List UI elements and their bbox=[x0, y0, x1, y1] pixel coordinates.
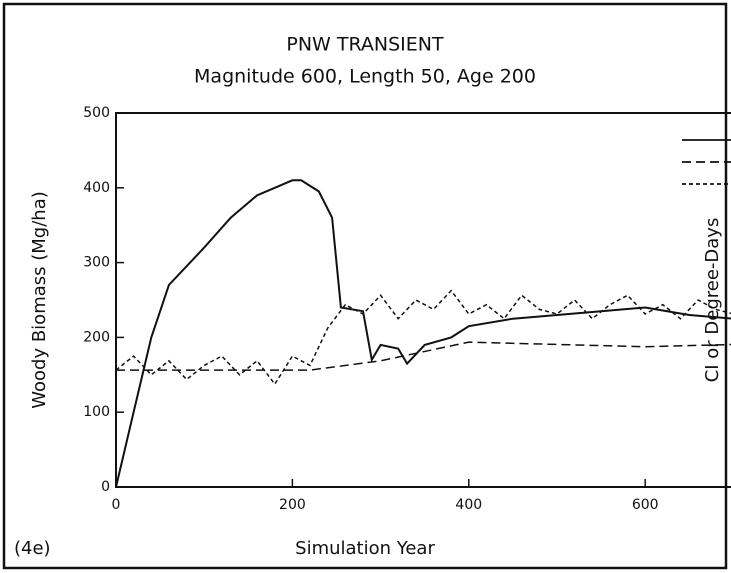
x-tick-label: 200 bbox=[279, 497, 306, 513]
chart-subtitle: Magnitude 600, Length 50, Age 200 bbox=[194, 66, 536, 88]
x-tick-label: 600 bbox=[632, 497, 659, 513]
y-tick-label: 500 bbox=[83, 105, 110, 121]
y-tick-label: 0 bbox=[101, 479, 110, 495]
y-tick-label: 300 bbox=[83, 255, 110, 271]
y-tick-label: 400 bbox=[83, 180, 110, 196]
y-tick-label: 200 bbox=[83, 329, 110, 345]
series-line bbox=[115, 179, 731, 488]
y-axis-label: Woody Biomass (Mg/ha) bbox=[29, 191, 50, 408]
x-tick-label: 0 bbox=[112, 497, 121, 513]
series-line bbox=[116, 341, 731, 371]
chart-title: PNW TRANSIENT bbox=[286, 34, 444, 56]
y2-axis-label: CI or Degree-Days bbox=[702, 218, 723, 383]
panel-label: (4e) bbox=[14, 538, 51, 559]
series-line bbox=[115, 289, 731, 386]
plot-area bbox=[115, 112, 731, 488]
x-axis-label: Simulation Year bbox=[295, 538, 435, 559]
x-tick-label: 400 bbox=[455, 497, 482, 513]
y-tick-label: 100 bbox=[83, 404, 110, 420]
